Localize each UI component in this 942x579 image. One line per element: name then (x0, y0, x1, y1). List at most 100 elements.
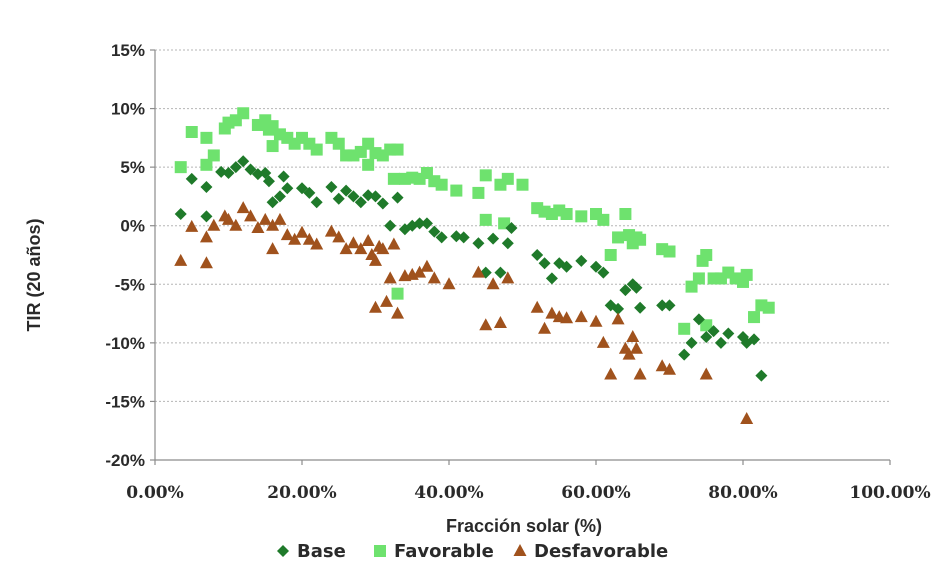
point-desfavorable (655, 359, 669, 372)
point-base (575, 254, 588, 267)
point-base (362, 189, 375, 202)
point-base (376, 197, 389, 210)
point-desfavorable (273, 212, 287, 225)
point-base (487, 232, 500, 245)
point-desfavorable (199, 230, 213, 243)
point-desfavorable (383, 271, 397, 284)
legend-label: Desfavorable (534, 541, 668, 562)
point-favorable (516, 178, 529, 191)
point-desfavorable (604, 367, 618, 380)
point-desfavorable (302, 232, 316, 245)
point-base (229, 161, 242, 174)
y-tick-label: 0% (120, 217, 145, 236)
point-base (262, 175, 275, 188)
point-desfavorable (413, 265, 427, 278)
point-base (273, 190, 286, 203)
point-favorable (332, 137, 345, 150)
point-desfavorable (442, 277, 456, 290)
point-favorable (200, 158, 213, 171)
point-base (501, 237, 514, 250)
point-desfavorable (288, 232, 302, 245)
x-axis-title: Fracción solar (%) (446, 516, 602, 536)
point-favorable (604, 249, 617, 261)
point-base (619, 284, 632, 297)
point-desfavorable (199, 256, 213, 269)
point-favorable (185, 126, 198, 138)
point-desfavorable (244, 209, 258, 222)
point-base (472, 237, 485, 250)
point-favorable (501, 172, 514, 185)
tick-labels: 15% 10% 5% 0% -5% -10% -15% -20% 0.00% 20.00% 40.0… (105, 41, 930, 503)
series-desfavorable (174, 201, 754, 424)
point-favorable (387, 172, 400, 185)
point-desfavorable (280, 228, 294, 241)
point-base (545, 272, 558, 285)
point-favorable (692, 272, 705, 285)
point-desfavorable (258, 212, 272, 225)
point-base (237, 155, 250, 168)
point-desfavorable (310, 237, 324, 250)
point-favorable (266, 140, 279, 153)
point-desfavorable (229, 218, 243, 231)
y-tick-label: 15% (111, 41, 145, 60)
point-desfavorable (346, 236, 360, 249)
legend-item-favorable: Favorable (374, 541, 494, 562)
point-favorable (663, 245, 676, 258)
point-desfavorable (295, 225, 309, 238)
point-base (266, 196, 279, 209)
point-desfavorable (486, 277, 500, 290)
point-base (450, 230, 463, 243)
point-desfavorable (501, 271, 515, 284)
point-base (174, 208, 187, 220)
point-favorable (748, 311, 761, 324)
legend-label: Favorable (394, 541, 494, 562)
point-base (597, 266, 610, 279)
point-favorable (435, 178, 448, 191)
point-favorable (362, 158, 375, 171)
point-base (369, 190, 382, 203)
point-favorable (740, 268, 753, 281)
point-desfavorable (185, 219, 199, 232)
point-favorable (207, 149, 220, 162)
point-favorable (597, 213, 610, 226)
point-favorable (634, 233, 647, 246)
x-tick-label: 40.00% (414, 483, 483, 503)
point-desfavorable (427, 271, 441, 284)
point-favorable (560, 208, 573, 220)
point-base (277, 170, 290, 183)
point-base (700, 331, 713, 343)
point-base (325, 181, 338, 194)
data-points (174, 107, 775, 424)
point-desfavorable (420, 259, 434, 272)
point-desfavorable (589, 314, 603, 327)
gridlines (155, 49, 890, 402)
point-desfavorable (633, 367, 647, 380)
point-desfavorable (493, 315, 507, 328)
point-base (215, 165, 228, 178)
point-desfavorable (376, 242, 390, 255)
x-tick-label: 60.00% (561, 483, 630, 503)
point-base (296, 182, 308, 195)
point-base (748, 333, 761, 346)
point-desfavorable (611, 312, 625, 325)
point-desfavorable (266, 242, 280, 255)
point-base (413, 217, 426, 230)
point-base (590, 260, 602, 273)
point-desfavorable (560, 311, 574, 324)
point-favorable (391, 287, 404, 300)
point-desfavorable (380, 294, 394, 307)
x-tick-label: 20.00% (267, 483, 336, 503)
point-desfavorable (251, 221, 265, 234)
point-desfavorable (622, 347, 636, 360)
legend-marker-favorable (374, 545, 386, 557)
point-favorable (479, 213, 492, 226)
point-base (200, 210, 213, 223)
point-favorable (266, 120, 279, 133)
point-favorable (498, 217, 511, 230)
y-tick-label: -5% (115, 275, 145, 294)
point-favorable (200, 131, 213, 144)
point-desfavorable (626, 330, 640, 342)
y-tick-label: -15% (105, 392, 145, 411)
point-desfavorable (332, 230, 346, 243)
